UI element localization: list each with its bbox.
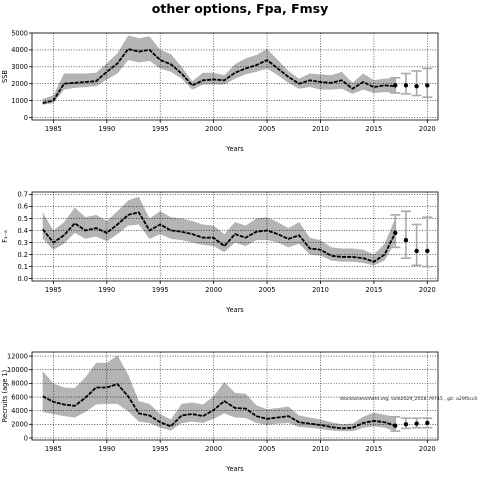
x-tick-label: 2010 — [312, 286, 329, 294]
y-tick-label: 0.2 — [18, 251, 29, 259]
x-tick-label: 2015 — [366, 125, 383, 133]
y-tick-label: 2000 — [11, 421, 28, 429]
x-tick-label: 2020 — [419, 445, 436, 453]
plot-frame — [31, 351, 439, 441]
forecast-point — [393, 423, 398, 428]
x-tick-label: 1990 — [98, 286, 115, 294]
x-tick-label: 2005 — [259, 286, 276, 294]
forecast-point — [393, 83, 398, 88]
estimate-line — [42, 383, 396, 430]
y-tick-label: 4000 — [11, 46, 28, 54]
x-axis-label: Years — [225, 465, 244, 473]
forecast-point — [425, 83, 430, 88]
plot-frame — [31, 191, 439, 282]
y-tick-label: 0.5 — [18, 215, 29, 223]
y-tick-label: 5000 — [11, 29, 28, 37]
forecast-point — [425, 248, 430, 254]
x-tick-label: 2005 — [259, 125, 276, 133]
panel-recruits: 1985 1990 1995 2000 2005 2010 2015 2020 0 2000 400… — [1, 351, 439, 473]
y-tick-label: 8000 — [11, 380, 28, 388]
x-tick-label: 1995 — [152, 286, 169, 294]
confidence-band — [42, 355, 396, 432]
x-tick-label: 1990 — [98, 445, 115, 453]
y-axis-label: Recruits (age 1) — [1, 370, 9, 423]
y-tick-label: 0.0 — [18, 275, 29, 283]
estimate-line — [42, 48, 396, 104]
confidence-band — [42, 196, 396, 266]
x-tick-label: 2020 — [419, 286, 436, 294]
x-tick-label: 1995 — [152, 125, 169, 133]
y-tick-label: 4000 — [11, 407, 28, 415]
x-tick-label: 2000 — [205, 125, 222, 133]
x-tick-label: 2010 — [312, 125, 329, 133]
x-tick-label: 1995 — [152, 445, 169, 453]
forecast-point — [425, 420, 430, 426]
estimate-line — [41, 211, 397, 263]
x-tick-label: 2000 — [205, 286, 222, 294]
y-tick-label: 12000 — [7, 352, 28, 360]
y-tick-label: 0.4 — [18, 227, 29, 235]
y-tick-label: 6000 — [11, 393, 28, 401]
x-tick-label: 1985 — [45, 125, 62, 133]
y-tick-label: 0.1 — [18, 263, 29, 271]
x-tick-label: 1985 — [45, 286, 62, 294]
x-axis-label: Years — [225, 306, 244, 314]
y-tick-label: 2000 — [11, 80, 28, 88]
x-tick-label: 2015 — [366, 445, 383, 453]
y-tick-label: 0.3 — [18, 239, 29, 247]
forecast-point — [403, 422, 409, 427]
x-tick-label: 2000 — [205, 445, 222, 453]
plot-frame — [31, 32, 439, 121]
x-tick-label: 2005 — [259, 445, 276, 453]
x-axis-label: Years — [225, 145, 244, 153]
x-tick-label: 1985 — [45, 445, 62, 453]
watermark: stockassessment.org, sole2024_2018, r974… — [340, 396, 477, 402]
y-tick-label: 3000 — [11, 63, 28, 71]
forecast-point — [403, 83, 409, 88]
forecast-point — [393, 230, 398, 236]
x-tick-label: 2015 — [366, 286, 383, 294]
forecast-point — [414, 84, 419, 89]
figure-title: other options, Fpa, Fmsy — [152, 1, 328, 16]
y-tick-label: 0 — [24, 434, 28, 442]
y-tick-label: 0 — [24, 114, 28, 122]
forecast-point — [414, 421, 419, 426]
y-tick-label: 0.6 — [18, 203, 29, 211]
y-tick-label: 1000 — [11, 97, 28, 105]
panel-ssb: 1985 1990 1995 2000 2005 2010 2015 2020 0 1000 200… — [1, 29, 439, 153]
y-tick-label: 10000 — [7, 366, 28, 374]
x-tick-label: 2010 — [312, 445, 329, 453]
x-tick-label: 2020 — [419, 125, 436, 133]
confidence-band — [42, 35, 396, 105]
y-tick-label: 0.7 — [18, 191, 29, 199]
y-axis-label: F₄₋₈ — [1, 230, 9, 243]
forecast-point — [403, 237, 409, 243]
forecast-point — [414, 248, 419, 254]
y-axis-label: SSB — [1, 70, 9, 83]
panel-f: 1985 1990 1995 2000 2005 2010 2015 2020 0.0 0.1 0.… — [1, 191, 439, 314]
x-tick-label: 1990 — [98, 125, 115, 133]
